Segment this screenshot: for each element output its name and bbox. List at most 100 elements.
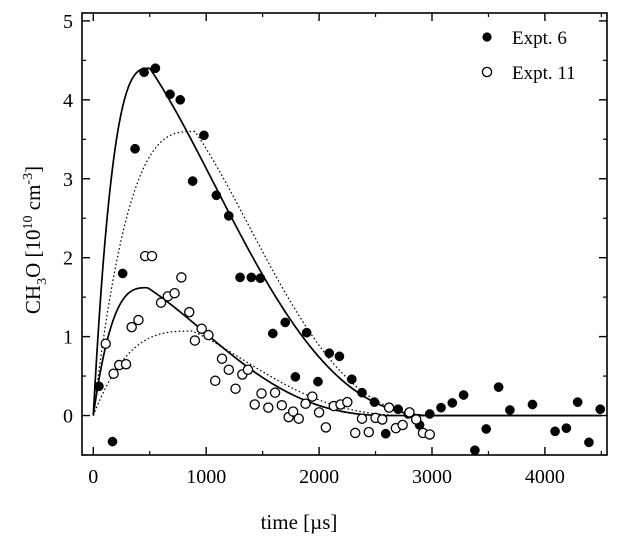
model-curve-1-solid <box>92 67 602 417</box>
data-point-expt11 <box>356 413 368 424</box>
data-point-expt11 <box>269 387 281 398</box>
data-point-expt6 <box>584 437 594 448</box>
data-point-expt6 <box>150 63 161 74</box>
data-point-expt11 <box>397 419 408 431</box>
legend-label-expt6: Expt. 6 <box>512 28 567 49</box>
data-point-expt11 <box>223 364 235 376</box>
data-point-expt6 <box>280 317 291 328</box>
y-axis-title-sup2: -3 <box>21 173 36 185</box>
data-point-expt6 <box>458 390 469 400</box>
data-point-expt11 <box>293 413 305 424</box>
data-point-expt6 <box>595 404 606 415</box>
data-point-expt6 <box>246 272 257 283</box>
data-point-expt11 <box>126 321 137 333</box>
data-point-expt6 <box>550 426 560 437</box>
data-point-expt6 <box>561 423 572 434</box>
data-point-expt6 <box>165 89 175 100</box>
data-point-expt6 <box>267 328 278 339</box>
y-tick-label: 0 <box>63 406 73 428</box>
y-axis-title-main: CH <box>21 285 45 314</box>
y-axis-title: CH3O [1010 cm-3] <box>21 166 50 314</box>
data-point-expt6 <box>393 404 403 415</box>
data-point-expt6 <box>130 143 140 154</box>
data-point-expt6 <box>290 372 301 382</box>
data-point-expt6 <box>369 397 380 407</box>
plot-area-border <box>81 12 608 456</box>
y-tick-label: 3 <box>63 169 73 191</box>
data-point-expt6 <box>107 436 118 447</box>
data-point-expt11 <box>176 272 187 283</box>
y-axis-title-end: ] <box>21 166 45 173</box>
data-point-expt6 <box>334 351 345 362</box>
data-point-expt11 <box>313 407 325 418</box>
data-point-expt11 <box>263 402 274 413</box>
model-curve-3-solid <box>92 286 602 417</box>
x-tick-label: 4000 <box>525 466 565 488</box>
data-point-expt11 <box>307 391 318 402</box>
data-point-expt6 <box>223 211 234 221</box>
series-2 <box>100 250 435 440</box>
data-point-expt6 <box>255 273 266 284</box>
data-point-expt6 <box>117 268 128 279</box>
data-point-expt6 <box>211 190 222 201</box>
data-point-expt11 <box>120 358 132 370</box>
data-point-expt11 <box>410 414 422 425</box>
legend-marker-expt6 <box>482 32 492 42</box>
data-point-expt6 <box>436 402 446 413</box>
model-curves <box>92 67 602 417</box>
data-point-expt6 <box>380 428 391 439</box>
y-tick-label: 1 <box>63 327 73 349</box>
data-point-expt11 <box>320 422 332 433</box>
legend-marker-expt11 <box>481 66 493 78</box>
data-point-expt11 <box>169 287 180 299</box>
data-point-expt11 <box>256 388 267 399</box>
plot-frame <box>81 12 608 456</box>
data-point-expt11 <box>300 398 311 409</box>
x-tick-label: 0 <box>88 466 98 488</box>
data-point-expt11 <box>342 396 353 408</box>
y-axis-title-mid: O [10 <box>21 229 45 277</box>
y-axis-title-sub: 3 <box>35 278 50 285</box>
y-axis-ticks: 0 1 2 3 4 5 <box>63 11 607 456</box>
data-point-expt6 <box>187 176 198 186</box>
data-point-expt11 <box>242 364 254 376</box>
data-point-expt6 <box>235 272 245 283</box>
data-point-expt11 <box>424 429 435 440</box>
data-point-expt6 <box>505 405 515 415</box>
legend: Expt. 6 Expt. 11 <box>481 28 576 84</box>
data-point-expt11 <box>287 406 299 417</box>
data-points <box>94 63 606 456</box>
data-point-expt6 <box>94 381 104 392</box>
data-point-expt11 <box>377 414 388 425</box>
data-point-expt11 <box>209 375 221 387</box>
data-point-expt11 <box>155 297 167 308</box>
data-point-expt11 <box>276 400 288 411</box>
data-point-expt11 <box>203 329 214 341</box>
legend-label-expt11: Expt. 11 <box>512 63 576 84</box>
data-point-expt11 <box>230 383 241 394</box>
data-point-expt6 <box>346 374 357 385</box>
x-axis-ticks: 0 1000 2000 3000 4000 <box>88 13 602 488</box>
y-tick-label: 4 <box>63 90 73 112</box>
x-tick-label: 2000 <box>299 466 339 488</box>
data-point-expt11 <box>216 353 228 364</box>
data-point-expt6 <box>481 424 492 434</box>
y-axis-title-mid2: cm <box>21 185 45 216</box>
data-point-expt6 <box>470 445 480 456</box>
data-point-expt11 <box>146 250 158 262</box>
data-point-expt6 <box>324 348 335 359</box>
data-point-expt6 <box>175 94 186 105</box>
data-point-expt11 <box>363 426 375 438</box>
x-tick-label: 1000 <box>186 466 226 488</box>
data-point-expt11 <box>133 314 144 326</box>
data-point-expt11 <box>184 306 195 318</box>
y-tick-label: 2 <box>63 248 73 270</box>
data-point-expt6 <box>572 397 583 407</box>
data-point-expt11 <box>404 407 415 418</box>
data-point-expt6 <box>357 387 367 398</box>
data-point-expt6 <box>301 327 312 338</box>
svg-text:CH3O [1010 cm-3]: CH3O [1010 cm-3] <box>21 166 50 314</box>
y-axis-title-sup1: 10 <box>21 215 36 229</box>
data-point-expt6 <box>199 130 209 141</box>
